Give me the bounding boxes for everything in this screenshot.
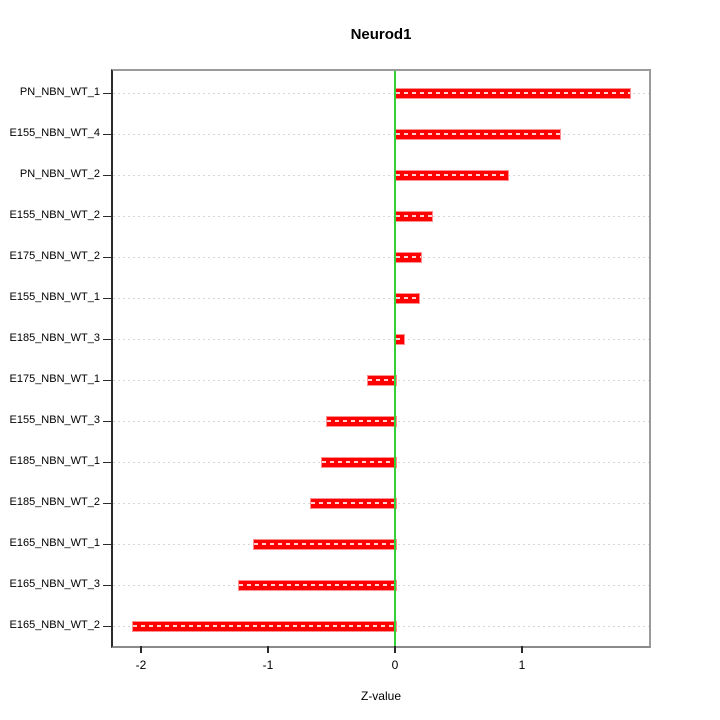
y-tick-label-PN_NBN_WT_1: PN_NBN_WT_1 — [19, 86, 100, 98]
y-tick-mark — [103, 256, 112, 258]
bar-grid-overlay — [238, 584, 396, 586]
gridline — [113, 297, 649, 299]
bar-E185_NBN_WT_1 — [321, 456, 397, 468]
gridline — [113, 92, 649, 94]
x-tick-label--2: -2 — [135, 658, 147, 672]
bar-E155_NBN_WT_4 — [395, 128, 561, 140]
gridline — [113, 215, 649, 217]
bar-grid-overlay — [396, 174, 508, 176]
gridline — [113, 133, 649, 135]
bar-E165_NBN_WT_1 — [252, 538, 397, 550]
bar-grid-overlay — [396, 338, 404, 340]
bar-E175_NBN_WT_2 — [395, 251, 423, 263]
y-tick-mark — [103, 338, 112, 340]
x-tick-mark — [267, 646, 269, 653]
bar-grid-overlay — [253, 543, 396, 545]
y-tick-mark — [103, 92, 112, 94]
bar-grid-overlay — [327, 420, 396, 422]
y-tick-mark — [103, 502, 112, 504]
y-tick-mark — [103, 174, 112, 176]
y-tick-label-E165_NBN_WT_1: E165_NBN_WT_1 — [9, 537, 101, 549]
bar-PN_NBN_WT_2 — [395, 169, 509, 181]
bar-E165_NBN_WT_2 — [132, 620, 397, 632]
gridline — [113, 174, 649, 176]
y-tick-label-E155_NBN_WT_1: E155_NBN_WT_1 — [9, 291, 101, 303]
bar-grid-overlay — [396, 297, 419, 299]
gridline — [113, 338, 649, 340]
chart-title: Neurod1 — [350, 26, 412, 43]
bar-grid-overlay — [396, 133, 560, 135]
x-axis-title: Z-value — [360, 689, 401, 703]
y-tick-label-E175_NBN_WT_2: E175_NBN_WT_2 — [9, 250, 101, 262]
bar-grid-overlay — [368, 379, 396, 381]
y-tick-mark — [103, 133, 112, 135]
x-tick-mark — [394, 646, 396, 653]
y-tick-mark — [103, 420, 112, 422]
y-tick-label-E165_NBN_WT_2: E165_NBN_WT_2 — [9, 619, 101, 631]
zero-reference-line — [394, 71, 396, 646]
bar-grid-overlay — [396, 92, 630, 94]
bar-PN_NBN_WT_1 — [395, 87, 631, 99]
x-tick-label-1: 1 — [518, 658, 526, 672]
bar-E155_NBN_WT_2 — [395, 210, 433, 222]
x-tick-mark — [140, 646, 142, 653]
bar-grid-overlay — [396, 256, 422, 258]
y-tick-label-E185_NBN_WT_1: E185_NBN_WT_1 — [9, 455, 101, 467]
bar-grid-overlay — [133, 625, 396, 627]
y-tick-mark — [103, 461, 112, 463]
bar-E185_NBN_WT_3 — [395, 333, 405, 345]
y-tick-label-E165_NBN_WT_3: E165_NBN_WT_3 — [9, 578, 101, 590]
bar-grid-overlay — [310, 502, 396, 504]
y-tick-mark — [103, 584, 112, 586]
y-tick-label-PN_NBN_WT_2: PN_NBN_WT_2 — [19, 168, 100, 180]
bar-E175_NBN_WT_1 — [367, 374, 397, 386]
plot-area — [113, 71, 649, 646]
gridline — [113, 256, 649, 258]
y-tick-mark — [103, 379, 112, 381]
y-tick-label-E175_NBN_WT_1: E175_NBN_WT_1 — [9, 373, 101, 385]
y-tick-mark — [103, 297, 112, 299]
x-tick-mark — [521, 646, 523, 653]
x-tick-label--1: -1 — [262, 658, 274, 672]
x-tick-label-0: 0 — [391, 658, 399, 672]
bar-grid-overlay — [322, 461, 396, 463]
bar-E155_NBN_WT_1 — [395, 292, 420, 304]
bar-grid-overlay — [396, 215, 432, 217]
y-tick-mark — [103, 215, 112, 217]
y-tick-label-E155_NBN_WT_3: E155_NBN_WT_3 — [9, 414, 101, 426]
bar-E185_NBN_WT_2 — [309, 497, 397, 509]
bar-E155_NBN_WT_3 — [326, 415, 397, 427]
y-tick-mark — [103, 625, 112, 627]
y-tick-label-E185_NBN_WT_3: E185_NBN_WT_3 — [9, 332, 101, 344]
bar-E165_NBN_WT_3 — [237, 579, 397, 591]
y-tick-mark — [103, 543, 112, 545]
y-tick-label-E155_NBN_WT_4: E155_NBN_WT_4 — [9, 127, 101, 139]
y-tick-label-E185_NBN_WT_2: E185_NBN_WT_2 — [9, 496, 101, 508]
y-tick-label-E155_NBN_WT_2: E155_NBN_WT_2 — [9, 209, 101, 221]
